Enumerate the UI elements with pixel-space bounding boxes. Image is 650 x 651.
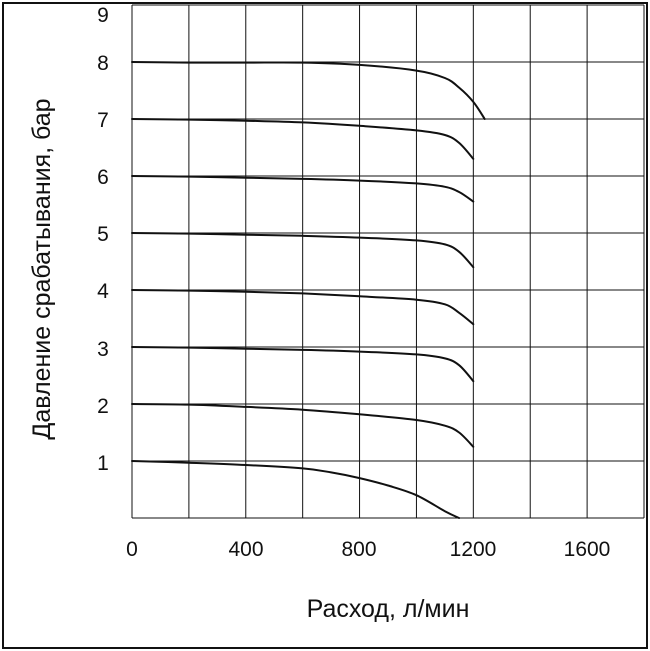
x-tick-label: 400 [228, 538, 263, 561]
series-line-4 [131, 232, 475, 269]
y-tick-label: 1 [97, 452, 109, 475]
series-line-5 [131, 289, 475, 326]
y-tick-label: 2 [97, 395, 109, 418]
series-line-1 [131, 61, 486, 120]
grid-lines [131, 4, 645, 519]
y-tick-label: 3 [97, 338, 109, 361]
y-tick-label: 8 [97, 52, 109, 75]
y-tick-labels: 1 2 3 4 5 6 7 8 9 [97, 4, 109, 475]
x-tick-label: 1200 [450, 538, 497, 561]
y-tick-label: 6 [97, 166, 109, 189]
y-axis-title: Давление срабатывания, бар [28, 98, 56, 439]
y-tick-label: 7 [97, 109, 109, 132]
series-line-7 [131, 403, 475, 448]
x-axis-title: Расход, л/мин [307, 595, 470, 623]
x-tick-label: 1600 [564, 538, 611, 561]
x-tick-label: 0 [126, 538, 138, 561]
series-line-8 [131, 460, 461, 519]
series-line-2 [131, 118, 475, 160]
series-curves [131, 61, 486, 519]
x-tick-labels: 0 400 800 1200 1600 [126, 538, 610, 561]
x-tick-label: 800 [341, 538, 376, 561]
series-line-3 [131, 175, 475, 203]
y-tick-label: 5 [97, 223, 109, 246]
y-tick-label: 9 [97, 4, 109, 27]
y-tick-label: 4 [97, 280, 109, 303]
series-line-6 [131, 346, 475, 383]
